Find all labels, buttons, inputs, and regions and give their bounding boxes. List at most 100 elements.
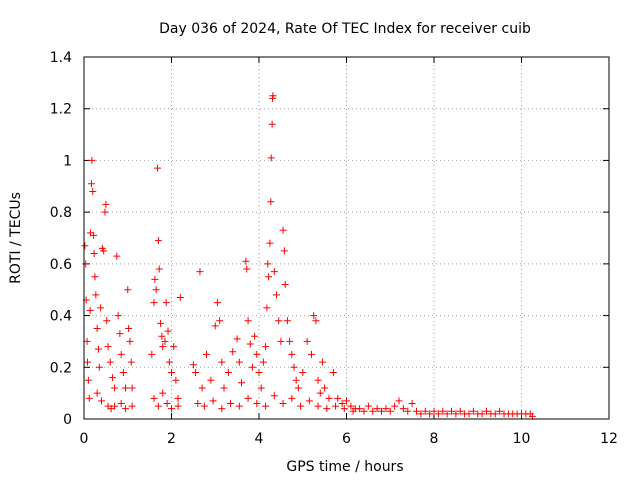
data-point <box>356 405 364 413</box>
data-point <box>314 402 322 410</box>
y-tick-label: 0 <box>63 412 72 428</box>
data-point <box>86 306 94 314</box>
data-point <box>382 405 390 413</box>
data-point <box>244 394 252 402</box>
x-tick-label: 12 <box>600 431 618 447</box>
data-point <box>94 345 102 353</box>
data-point <box>334 394 342 402</box>
data-point <box>469 407 477 415</box>
data-point <box>360 407 368 415</box>
data-point <box>92 291 100 299</box>
data-point <box>127 358 135 366</box>
data-point <box>275 317 283 325</box>
data-point <box>248 363 256 371</box>
grid-lines <box>84 57 609 419</box>
data-point <box>196 268 204 276</box>
data-point <box>279 226 287 234</box>
data-point <box>176 293 184 301</box>
data-point <box>216 317 224 325</box>
data-point <box>273 291 280 299</box>
data-point <box>81 242 89 250</box>
data-point <box>417 410 425 418</box>
chart-title: Day 036 of 2024, Rate Of TEC Index for r… <box>159 21 531 37</box>
data-point <box>161 337 169 345</box>
data-point <box>266 239 274 247</box>
x-tick-label: 8 <box>430 431 439 447</box>
data-point <box>251 332 259 340</box>
data-point <box>280 247 288 255</box>
data-point <box>452 410 460 418</box>
data-point <box>128 402 136 410</box>
data-point <box>172 376 180 384</box>
data-point <box>321 384 329 392</box>
data-point <box>154 402 162 410</box>
data-point <box>242 257 250 265</box>
data-point <box>491 410 499 418</box>
data-point <box>270 392 278 400</box>
data-point <box>465 410 473 418</box>
data-point <box>391 402 399 410</box>
data-point <box>270 268 278 276</box>
x-axis-label: GPS time / hours <box>286 459 403 475</box>
data-point <box>151 275 159 283</box>
data-point <box>386 407 394 415</box>
data-point <box>233 335 241 343</box>
data-point <box>164 327 172 335</box>
data-point <box>158 332 166 340</box>
data-point <box>150 394 158 402</box>
data-point <box>255 368 263 376</box>
data-point <box>269 92 277 100</box>
data-point <box>102 200 110 208</box>
data-point <box>439 407 447 415</box>
data-point <box>408 399 416 407</box>
data-point <box>89 187 97 195</box>
data-point <box>148 350 156 358</box>
data-point <box>369 407 377 415</box>
data-point <box>194 399 202 407</box>
data-point <box>87 180 95 188</box>
data-point <box>126 337 134 345</box>
data-point <box>325 394 333 402</box>
data-point <box>310 312 318 320</box>
data-point <box>154 164 161 172</box>
data-point <box>125 325 133 332</box>
data-point <box>168 368 175 376</box>
data-point <box>253 350 261 358</box>
y-tick-label: 0.2 <box>50 360 72 376</box>
y-tick-label: 0.8 <box>50 205 72 221</box>
y-tick-label: 0.4 <box>50 309 72 325</box>
data-point <box>229 348 237 356</box>
data-point <box>211 322 219 330</box>
data-point <box>413 407 420 415</box>
data-point <box>262 343 270 351</box>
data-point <box>395 397 403 405</box>
data-point <box>314 376 322 384</box>
data-point <box>426 410 434 418</box>
data-point <box>106 358 114 366</box>
data-point <box>122 384 130 392</box>
data-point <box>318 358 326 366</box>
data-point <box>189 361 197 369</box>
y-axis-label: ROTI / TECUs <box>8 192 24 284</box>
data-point <box>170 343 178 351</box>
data-point <box>154 237 162 245</box>
x-tick-label: 10 <box>513 431 531 447</box>
data-point <box>421 407 429 415</box>
data-point <box>159 389 167 397</box>
data-point <box>297 402 305 410</box>
plot-frame <box>83 56 610 420</box>
data-point <box>128 384 136 392</box>
data-point <box>235 402 243 410</box>
data-point <box>101 208 109 216</box>
data-point <box>83 337 91 345</box>
x-tick-label: 2 <box>167 431 176 447</box>
data-point <box>281 281 289 289</box>
data-point <box>244 317 252 325</box>
data-point <box>443 410 451 418</box>
data-point <box>113 252 121 260</box>
data-point <box>332 402 340 410</box>
data-point <box>209 397 217 405</box>
data-point <box>224 368 232 376</box>
axis-ticks: 0 2 4 6 8 10 12 0 0.2 0.4 0.6 0.8 1 1.2 1.4 <box>50 50 618 447</box>
